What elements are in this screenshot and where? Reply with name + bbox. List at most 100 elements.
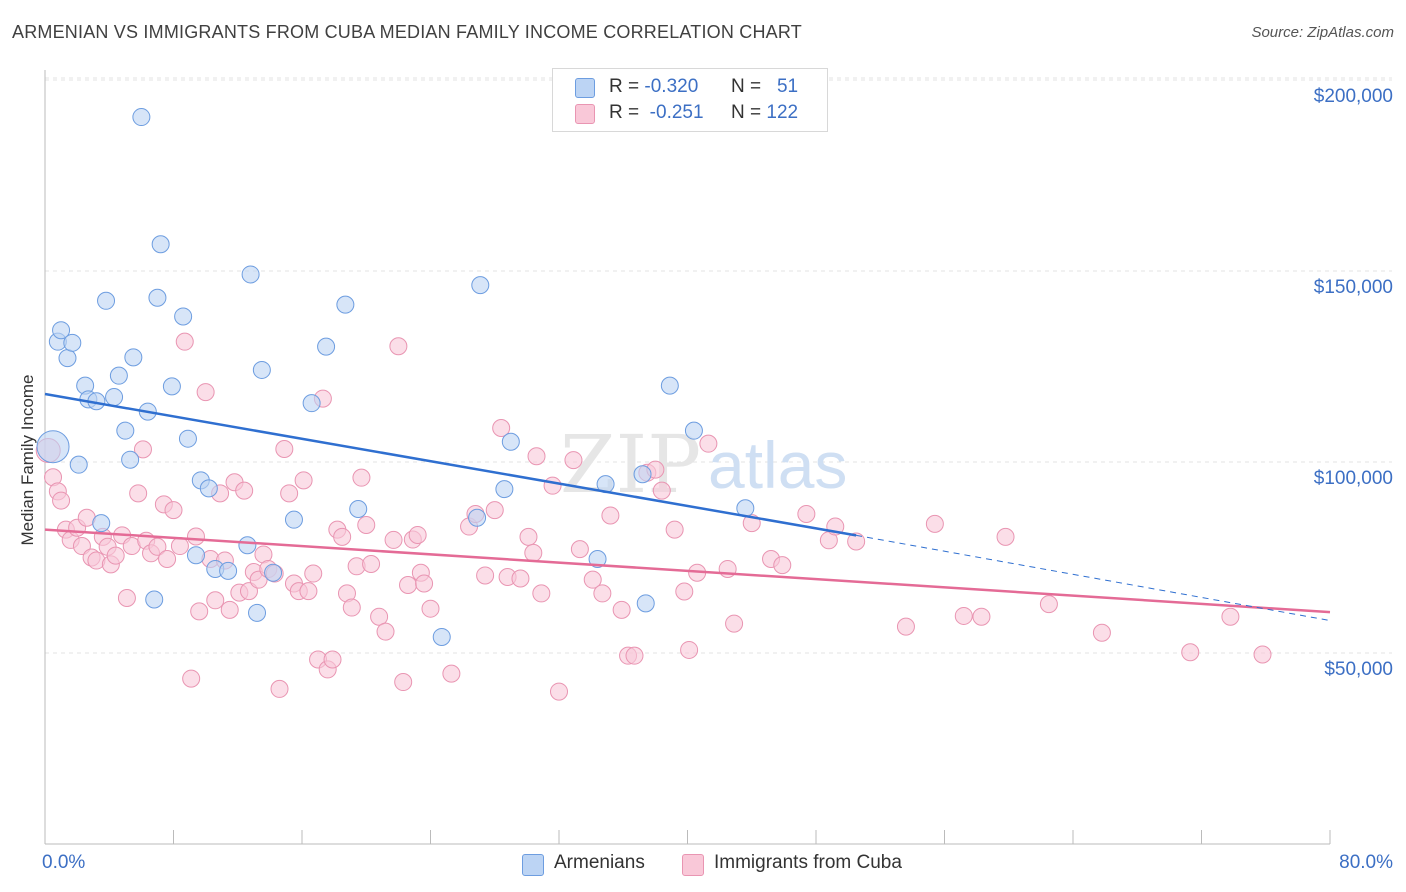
cuba-point — [543, 476, 562, 495]
cuba-point — [1253, 645, 1272, 664]
cuba-point — [1092, 623, 1111, 642]
armenians-point — [501, 432, 520, 451]
cuba-point — [954, 606, 973, 625]
cuba-point — [625, 646, 644, 665]
armenians-point — [69, 455, 88, 474]
armenians-point — [178, 429, 197, 448]
armenians-point — [58, 349, 77, 368]
y-tick-label-150000: $150,000 — [1313, 277, 1393, 298]
cuba-point — [847, 532, 866, 551]
legend-n-value-armenians: 51 — [776, 76, 799, 97]
cuba-point — [323, 650, 342, 669]
cuba-point — [170, 537, 189, 556]
cuba-point — [665, 520, 684, 539]
cuba-point — [370, 607, 389, 626]
cuba-point — [270, 679, 289, 698]
cuba-point — [190, 602, 209, 621]
cuba-point — [158, 550, 177, 569]
armenians-point — [121, 450, 140, 469]
cuba-point — [148, 537, 167, 556]
armenians-point — [109, 366, 128, 385]
armenians-point — [124, 348, 143, 367]
trend-line-cuba — [44, 528, 1331, 614]
trend-lines — [44, 392, 1331, 622]
trend-line-armenians — [44, 392, 857, 537]
cuba-point — [117, 588, 136, 607]
armenians-point — [145, 590, 164, 609]
cuba-point — [476, 566, 495, 585]
armenians-point — [248, 603, 267, 622]
armenians-point — [174, 307, 193, 326]
cuba-point — [996, 527, 1015, 546]
legend-r-label: R = — [609, 76, 640, 97]
cuba-point — [106, 546, 125, 565]
cuba-point — [333, 527, 352, 546]
cuba-point — [583, 570, 602, 589]
armenians-point — [495, 480, 514, 499]
cuba-point — [550, 682, 568, 701]
legend-swatch-armenians — [575, 78, 595, 98]
legend-r-value-armenians: -0.320 — [644, 76, 699, 97]
cuba-point — [399, 576, 418, 595]
armenians-point — [241, 265, 260, 284]
cuba-point — [415, 574, 434, 593]
cuba-point — [652, 481, 671, 500]
cuba-point — [485, 501, 504, 520]
cuba-point — [294, 471, 313, 490]
armenians-point — [151, 235, 170, 254]
series-armenians-points — [36, 108, 755, 646]
cuba-point — [275, 440, 294, 459]
cuba-point — [612, 600, 631, 619]
armenians-point — [349, 499, 368, 518]
legend-swatch-cuba — [682, 854, 704, 876]
cuba-point — [357, 516, 376, 535]
legend-label-cuba: Immigrants from Cuba — [714, 852, 902, 873]
cuba-point — [925, 514, 944, 533]
cuba-point — [492, 419, 511, 438]
cuba-point — [129, 484, 148, 503]
x-tick-label-min: 0.0% — [42, 852, 86, 873]
armenians-point — [162, 377, 181, 396]
armenians-point — [116, 421, 135, 440]
series-cuba-points — [35, 332, 1272, 701]
cuba-point — [133, 440, 152, 459]
chart-title: ARMENIAN VS IMMIGRANTS FROM CUBA MEDIAN … — [12, 22, 802, 42]
cuba-point — [280, 484, 299, 503]
cuba-point — [220, 600, 239, 619]
cuba-point — [239, 582, 258, 601]
legend-n-label: N = — [731, 76, 762, 97]
cuba-point — [527, 447, 546, 466]
cuba-point — [680, 640, 699, 659]
armenians-point — [633, 465, 652, 484]
cuba-point — [164, 501, 183, 520]
cuba-point — [564, 451, 583, 470]
armenians-point — [432, 627, 451, 646]
cuba-point — [394, 673, 413, 692]
armenians-point — [97, 291, 116, 310]
cuba-point — [601, 506, 620, 525]
cuba-point — [442, 664, 461, 683]
watermark-atlas: atlas — [708, 428, 847, 502]
cuba-point — [797, 504, 816, 523]
cuba-point — [384, 530, 403, 549]
cuba-point — [408, 525, 427, 544]
armenians-point — [336, 295, 355, 314]
y-axis-label: Median Family Income — [18, 374, 37, 546]
armenians-point — [252, 360, 271, 379]
legend-n-label: N = — [731, 102, 762, 123]
cuba-point — [175, 332, 194, 351]
legend-r-label: R = — [609, 102, 640, 123]
trend-line-armenians-extension — [856, 534, 1331, 622]
cuba-point — [421, 599, 440, 618]
armenians-point — [684, 421, 703, 440]
cuba-point — [1221, 607, 1240, 626]
legend-r-value-cuba: -0.251 — [649, 102, 704, 123]
armenians-point — [471, 276, 490, 295]
y-tick-label-50000: $50,000 — [1324, 659, 1393, 680]
cuba-point — [206, 591, 225, 610]
watermark: ZIP atlas — [560, 418, 847, 511]
armenians-point — [92, 514, 111, 533]
cuba-point — [593, 584, 612, 603]
cuba-point — [235, 481, 254, 500]
source-label: Source: ZipAtlas.com — [1251, 24, 1394, 41]
